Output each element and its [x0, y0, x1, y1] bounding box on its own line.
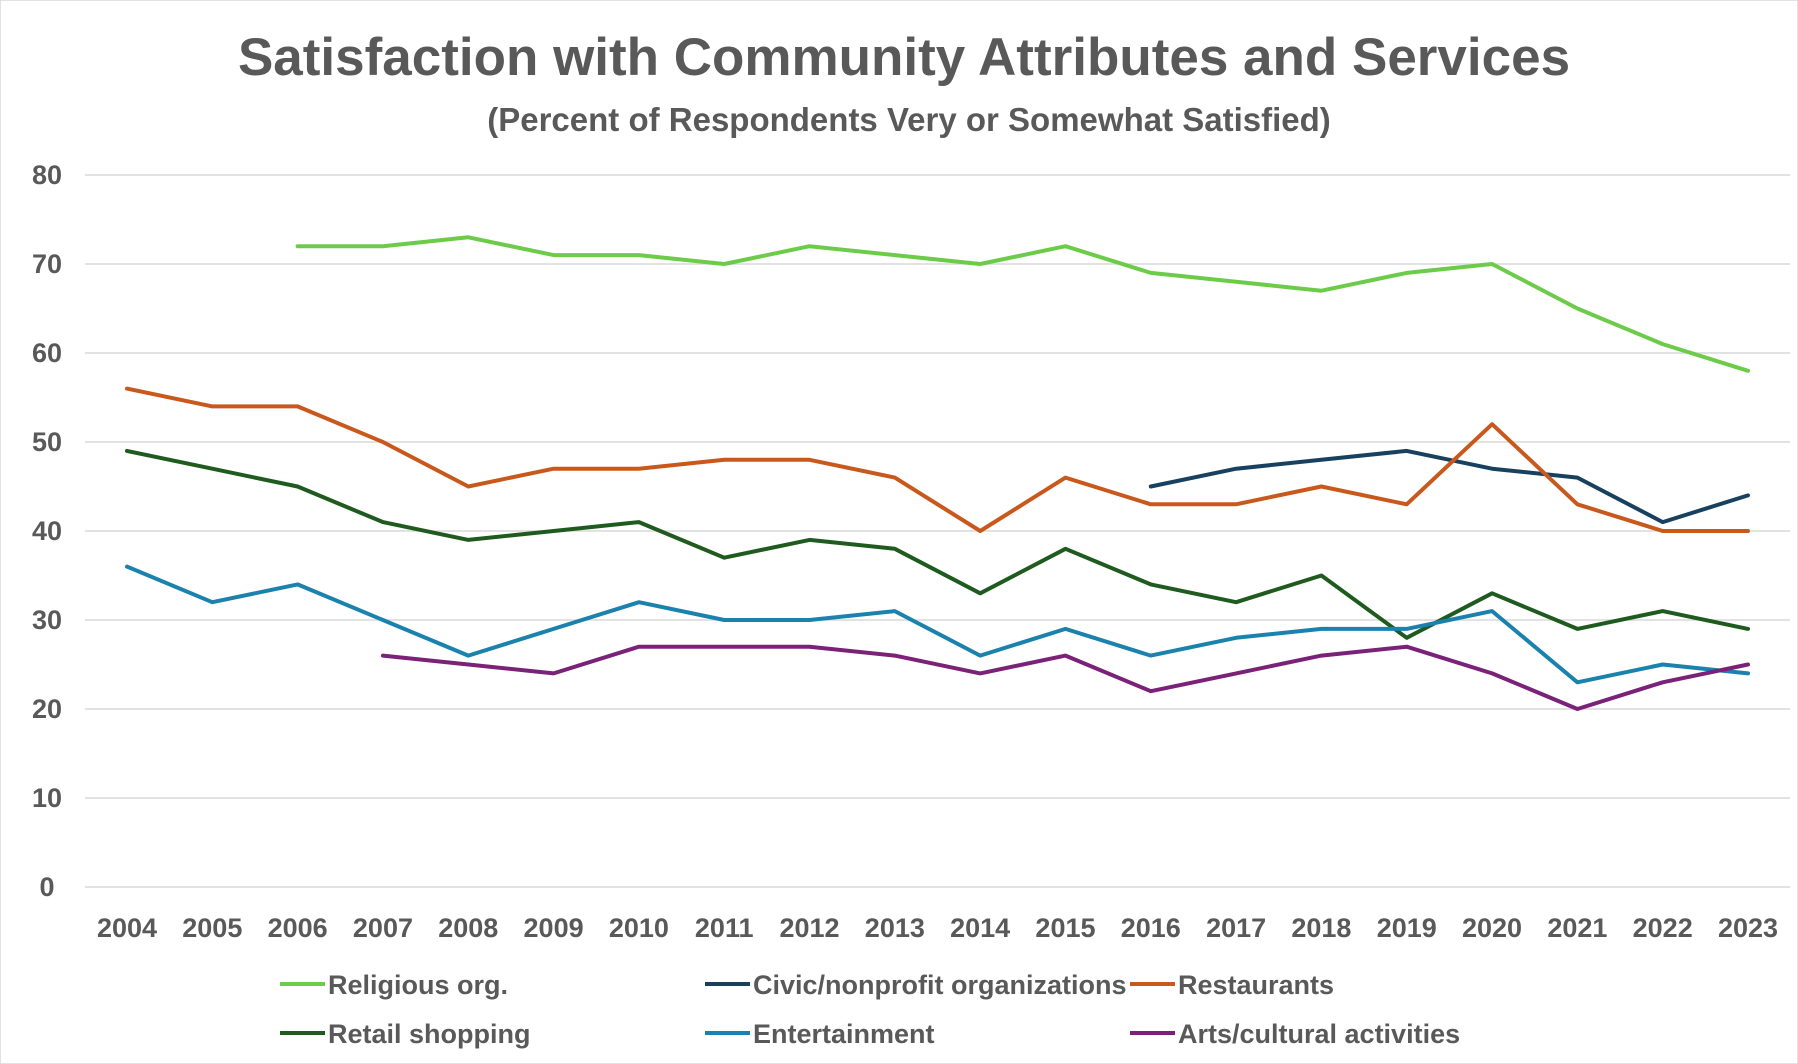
y-axis: 0 10 20 30 40 50 60 70 80	[32, 160, 62, 902]
legend-label-entertainment: Entertainment	[753, 1019, 935, 1049]
series-line-restaurants	[125, 386, 1750, 533]
x-tick-label: 2006	[268, 913, 328, 943]
chart-subtitle: (Percent of Respondents Very or Somewhat…	[487, 101, 1331, 138]
series-line-religious-org	[295, 235, 1750, 373]
x-tick-label: 2023	[1718, 913, 1778, 943]
legend-label-civic-nonprofit-organizations: Civic/nonprofit organizations	[753, 970, 1127, 1000]
x-tick-label: 2007	[353, 913, 413, 943]
y-tick-label: 0	[39, 872, 54, 902]
x-tick-label: 2012	[779, 913, 839, 943]
series-line-civic-nonprofit-organizations	[1148, 448, 1750, 525]
y-tick-label: 60	[32, 338, 62, 368]
x-tick-label: 2020	[1462, 913, 1522, 943]
x-tick-label: 2021	[1547, 913, 1607, 943]
x-tick-label: 2014	[950, 913, 1010, 943]
y-tick-label: 40	[32, 516, 62, 546]
y-tick-label: 20	[32, 694, 62, 724]
series-line-entertainment	[125, 564, 1750, 685]
x-tick-label: 2019	[1377, 913, 1437, 943]
x-tick-label: 2018	[1291, 913, 1351, 943]
x-tick-label: 2011	[695, 913, 754, 943]
x-tick-label: 2005	[182, 913, 242, 943]
legend-label-religious-org: Religious org.	[328, 970, 508, 1000]
x-tick-label: 2016	[1121, 913, 1181, 943]
x-tick-label: 2010	[609, 913, 669, 943]
x-tick-label: 2004	[97, 913, 157, 943]
y-tick-label: 30	[32, 605, 62, 635]
y-tick-label: 50	[32, 427, 62, 457]
gridlines	[85, 174, 1790, 888]
y-tick-label: 70	[32, 249, 62, 279]
legend-label-restaurants: Restaurants	[1178, 970, 1334, 1000]
legend-label-retail-shopping: Retail shopping	[328, 1019, 531, 1049]
plot-area	[125, 235, 1750, 711]
legend-label-arts-cultural-activities: Arts/cultural activities	[1178, 1019, 1460, 1049]
x-tick-label: 2017	[1206, 913, 1266, 943]
y-tick-label: 80	[32, 160, 62, 190]
series-line-retail-shopping	[125, 448, 1750, 640]
x-tick-label: 2008	[438, 913, 498, 943]
legend: Religious org. Civic/nonprofit organizati…	[280, 970, 1460, 1049]
x-tick-label: 2009	[524, 913, 584, 943]
y-tick-label: 10	[32, 783, 62, 813]
chart-title: Satisfaction with Community Attributes a…	[238, 28, 1570, 87]
x-tick-label: 2022	[1633, 913, 1693, 943]
x-axis: 2004 2005 2006 2007 2008 2009 2010 2011 2012 2013…	[97, 913, 1778, 943]
series-line-arts-cultural-activities	[380, 644, 1750, 711]
x-tick-label: 2013	[865, 913, 925, 943]
x-tick-label: 2015	[1035, 913, 1095, 943]
